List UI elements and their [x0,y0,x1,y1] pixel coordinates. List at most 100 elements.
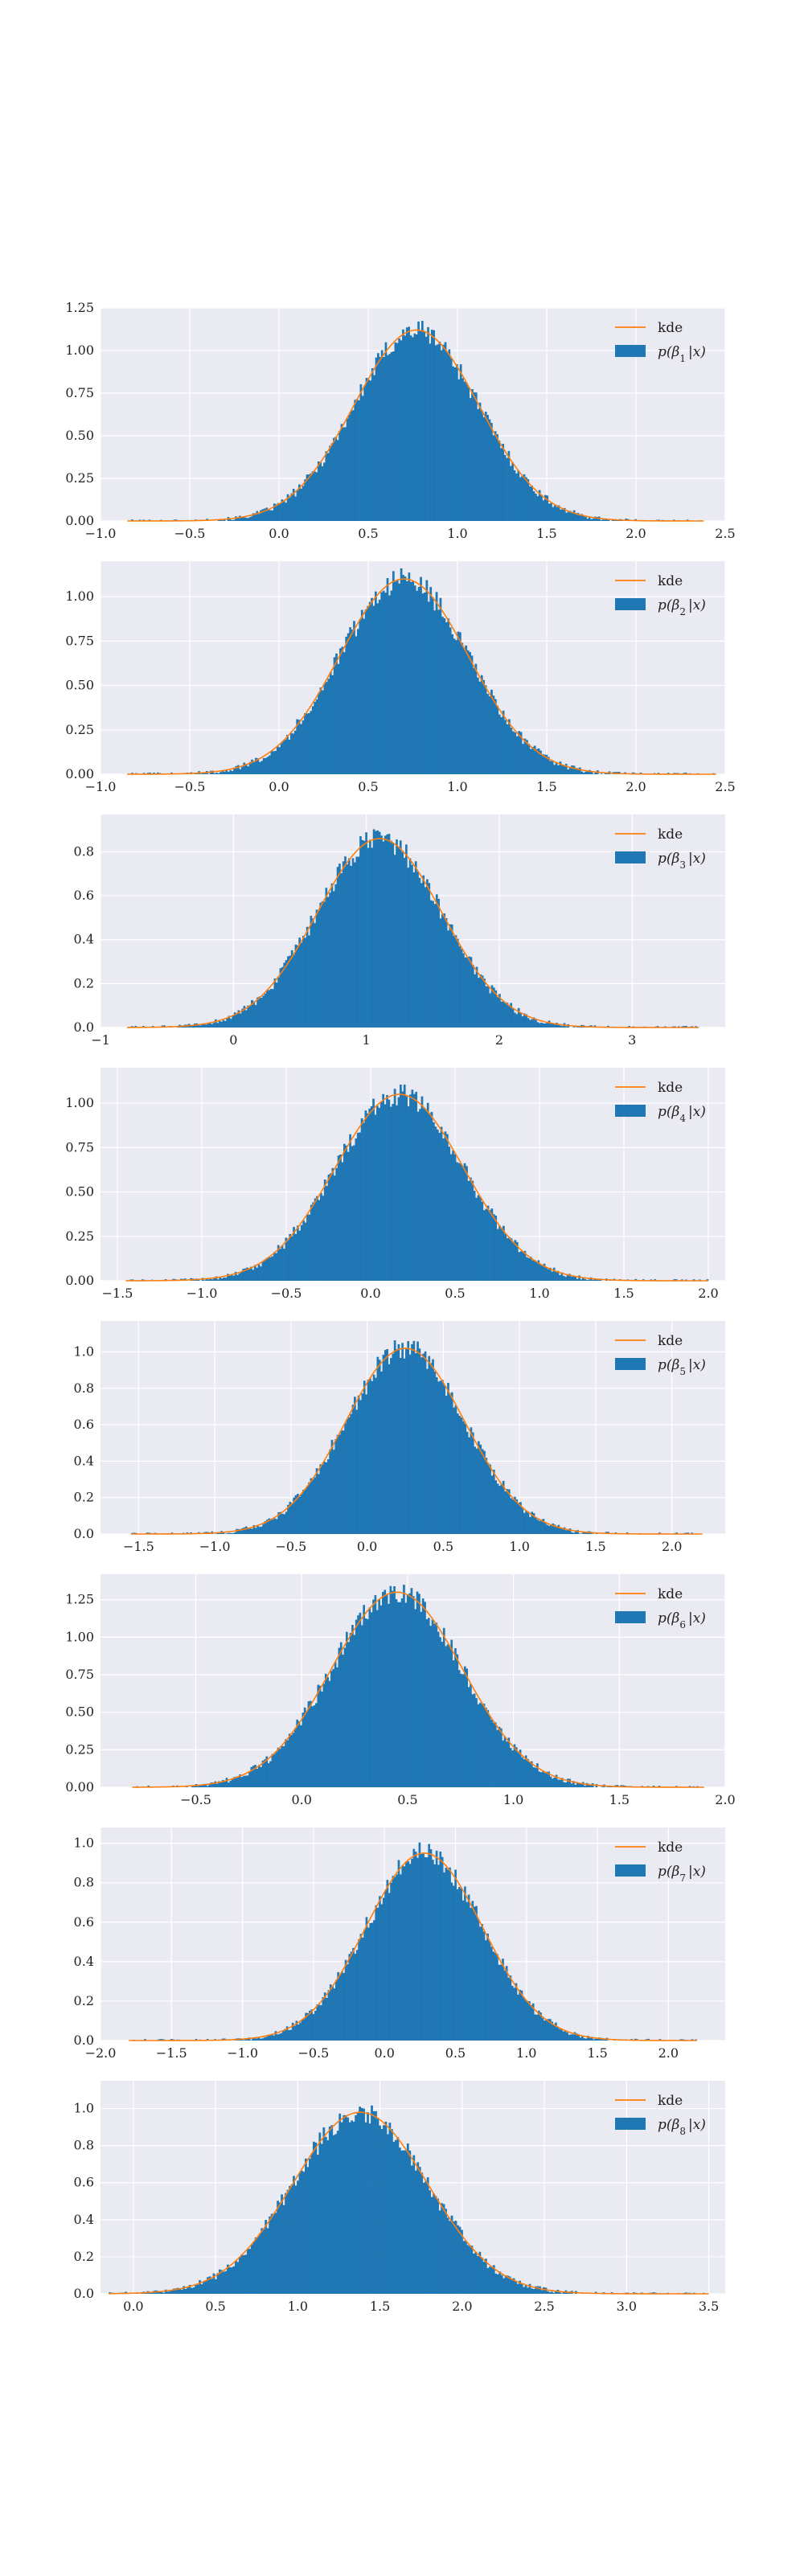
x-tick-label: 1.5 [536,526,556,541]
x-tick-label: −0.5 [271,1286,302,1301]
histogram-bar [312,471,314,521]
histogram-bar [335,1980,338,2041]
histogram-bar [304,937,306,1028]
histogram-bar [435,2196,437,2294]
histogram-bar [240,1271,243,1281]
histogram-bar [383,842,385,1028]
histogram-bar [477,409,479,521]
histogram-bar [302,1713,304,1787]
histogram-bar [271,2034,273,2041]
histogram-bar [427,1103,429,1281]
histogram-bar [553,2293,556,2294]
histogram-bar [449,627,452,774]
histogram-bar [483,978,486,1028]
histogram-bar [297,1225,299,1281]
histogram-bar [529,1762,531,1787]
histogram-bar [428,1356,430,1534]
histogram-bar [391,352,393,521]
legend-hist-swatch [615,1864,646,1877]
histogram-bar [281,1514,284,1534]
histogram-bar [211,2279,213,2294]
histogram-bar [392,2142,395,2294]
x-tick-label: 0.0 [374,2045,394,2061]
histogram-bar [365,2123,367,2294]
histogram-bar [267,2229,269,2294]
histogram-bar [475,664,478,774]
histogram-bar [334,2134,337,2294]
histogram-bar [445,622,448,774]
histogram-bar [428,1844,430,2041]
histogram-bar [322,1997,324,2041]
histogram-bar [416,1592,419,1787]
histogram-bar [335,1168,338,1281]
histogram-bar [259,996,261,1028]
histogram-bar [416,872,419,1028]
histogram-bar [504,1234,507,1281]
histogram-bar [585,772,587,774]
y-tick-label: 0.8 [74,2138,94,2153]
histogram-bar [438,1133,441,1281]
histogram-bar [470,957,473,1028]
histogram-bar [237,1776,240,1787]
histogram-bar [379,1360,381,1534]
histogram-bar [565,1782,568,1787]
histogram-bar [502,444,504,521]
histogram-bar [394,855,396,1028]
histogram-bar [388,1893,391,2041]
histogram-bar [362,396,364,521]
histogram-bar [466,1902,468,2041]
histogram-bar [228,772,230,774]
histogram-bar [334,437,337,521]
histogram-bar [221,520,224,521]
histogram-bar [345,637,347,774]
histogram-bar [331,1440,334,1534]
histogram-bar [425,1352,427,1534]
histogram-bar [385,343,388,521]
histogram-bar [322,691,324,774]
y-tick-label: 0.6 [74,2175,94,2190]
histogram-bar [595,2039,597,2041]
histogram-bar [519,478,522,521]
histogram-bar [384,1104,387,1281]
histogram-bar [301,2171,303,2294]
histogram-bar [448,349,450,521]
x-tick-label: −0.5 [180,1792,211,1807]
histogram-bar [579,1533,581,1534]
histogram-bar [462,1674,465,1787]
histogram-bar [593,519,595,521]
y-tick-label: 0.0 [74,1526,94,1541]
histogram-bar [572,1532,575,1534]
histogram-bar [531,486,533,521]
histogram-bar [491,1208,494,1281]
legend-hist-swatch [615,598,646,610]
histogram-bar [514,732,516,774]
histogram-bar [395,2140,397,2294]
histogram-bar [501,1002,503,1028]
histogram-bar [475,1698,478,1787]
histogram-bar [392,1876,395,2041]
histogram-bar [555,1272,557,1281]
histogram-bar [320,687,322,774]
histogram-bar [413,334,416,521]
histogram-bar [295,1234,297,1281]
histogram-bar [433,2193,435,2294]
histogram-bar [376,1610,379,1787]
histogram-bar [400,1085,402,1281]
histogram-bar [528,2001,531,2041]
histogram-bar [404,1866,406,2041]
histogram-bar [409,1864,412,2041]
histogram-bar [390,1883,392,2041]
histogram-bar [285,740,287,774]
histogram-bar [475,1198,478,1281]
histogram-bar [338,1648,341,1787]
histogram-bar [531,1019,533,1028]
histogram-bar [232,2266,235,2294]
histogram-bar [497,1483,499,1534]
histogram-bar [493,1214,495,1281]
histogram-bar [597,2039,599,2041]
histogram-bar [545,2020,548,2041]
histogram-bar [363,841,366,1028]
histogram-bar [470,1178,472,1281]
histogram-bar [473,668,475,774]
